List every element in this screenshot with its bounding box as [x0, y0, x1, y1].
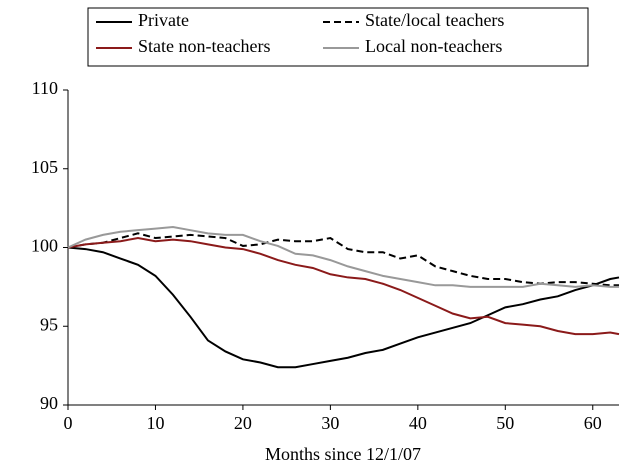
x-tick-label: 10 — [146, 413, 164, 433]
legend-label: State/local teachers — [365, 10, 504, 30]
series-line — [67, 246, 620, 369]
x-tick-label: 60 — [584, 413, 602, 433]
legend-box — [87, 7, 589, 67]
series-line — [67, 226, 619, 288]
series-line — [67, 237, 620, 336]
legend-label: Local non-teachers — [365, 36, 502, 56]
x-axis-label: Months since 12/1/07 — [265, 444, 421, 464]
x-tick-label: 0 — [64, 413, 73, 433]
legend-label: Private — [138, 10, 189, 30]
y-tick-label: 105 — [31, 157, 58, 177]
legend-label: State non-teachers — [138, 36, 270, 56]
y-tick-label: 100 — [31, 236, 58, 256]
x-tick-label: 40 — [409, 413, 427, 433]
series-line — [67, 232, 619, 287]
y-tick-label: 90 — [40, 393, 58, 413]
x-tick-label: 50 — [496, 413, 514, 433]
x-tick-label: 20 — [234, 413, 252, 433]
y-tick-label: 110 — [32, 78, 58, 98]
y-tick-label: 95 — [40, 314, 58, 334]
x-tick-label: 30 — [321, 413, 339, 433]
